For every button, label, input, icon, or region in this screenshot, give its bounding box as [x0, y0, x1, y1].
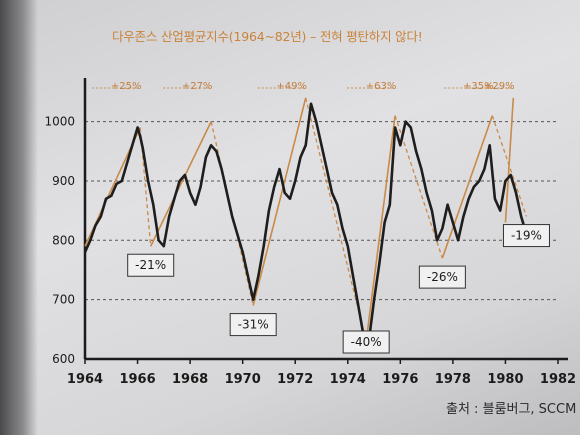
y-tick-label: 800	[52, 233, 75, 247]
gain-label: +63%	[366, 81, 397, 92]
trend-fall-line	[139, 127, 152, 247]
loss-label-frame	[502, 224, 550, 248]
loss-label-frame	[127, 253, 175, 277]
x-tick-label: 1978	[435, 372, 471, 387]
x-tick-label: 1972	[277, 372, 313, 387]
dow-index-line	[83, 102, 528, 343]
x-tick-label: 1974	[330, 372, 366, 387]
loss-label-box: -21%	[127, 253, 175, 277]
x-tick-label: 1966	[119, 372, 155, 387]
gain-label: +29%	[484, 81, 515, 92]
gain-label: +35%	[463, 81, 494, 92]
page-shadow	[0, 0, 38, 435]
gain-label: +27%	[182, 81, 213, 92]
loss-label: -19%	[511, 229, 542, 243]
x-tick-label: 1982	[540, 372, 576, 387]
x-tick-label: 1976	[382, 372, 418, 387]
x-tick-label: 1970	[225, 372, 261, 387]
loss-label-frame	[418, 265, 466, 289]
loss-label-frame	[342, 330, 390, 354]
gain-label: +25%	[111, 81, 142, 92]
y-tick-label: 700	[52, 293, 75, 307]
x-tick-label: 1964	[67, 372, 103, 387]
chart-source: 출처 : 블룸버그, SCCM	[446, 402, 577, 417]
chart-title: 다우존스 산업평균지수(1964~82년) – 전혀 평탄하지 않다!	[112, 29, 423, 44]
loss-label: -40%	[351, 335, 382, 349]
loss-label-box: -19%	[502, 224, 550, 248]
trend-rise-line	[365, 115, 396, 342]
loss-label-box: -26%	[418, 265, 466, 289]
loss-label: -26%	[427, 270, 458, 284]
x-tick-label: 1968	[172, 372, 208, 387]
y-tick-label: 1000	[44, 115, 75, 129]
trend-rise-line	[441, 115, 494, 259]
gain-label: +49%	[276, 81, 307, 92]
loss-label-frame	[229, 313, 277, 337]
trend-rise-line	[504, 97, 515, 223]
y-tick-label: 900	[52, 174, 75, 188]
y-tick-label: 600	[52, 352, 75, 366]
loss-label: -21%	[135, 258, 166, 272]
x-tick-label: 1980	[487, 372, 523, 387]
loss-label: -31%	[238, 318, 269, 332]
loss-label-box: -31%	[229, 313, 277, 337]
trend-rise-line	[149, 121, 212, 247]
trend-fall-line	[491, 115, 528, 217]
trend-rise-line	[252, 97, 307, 306]
loss-label-box: -40%	[342, 330, 390, 354]
